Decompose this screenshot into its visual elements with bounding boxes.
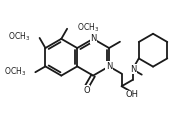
Text: N: N <box>106 62 112 71</box>
Text: OCH$_3$: OCH$_3$ <box>4 66 26 78</box>
Text: O: O <box>83 86 90 95</box>
Text: OCH$_3$: OCH$_3$ <box>8 31 30 43</box>
Text: OH: OH <box>125 90 138 99</box>
Text: N: N <box>130 65 137 74</box>
Text: OCH$_3$: OCH$_3$ <box>77 22 99 34</box>
Text: N: N <box>90 34 96 43</box>
